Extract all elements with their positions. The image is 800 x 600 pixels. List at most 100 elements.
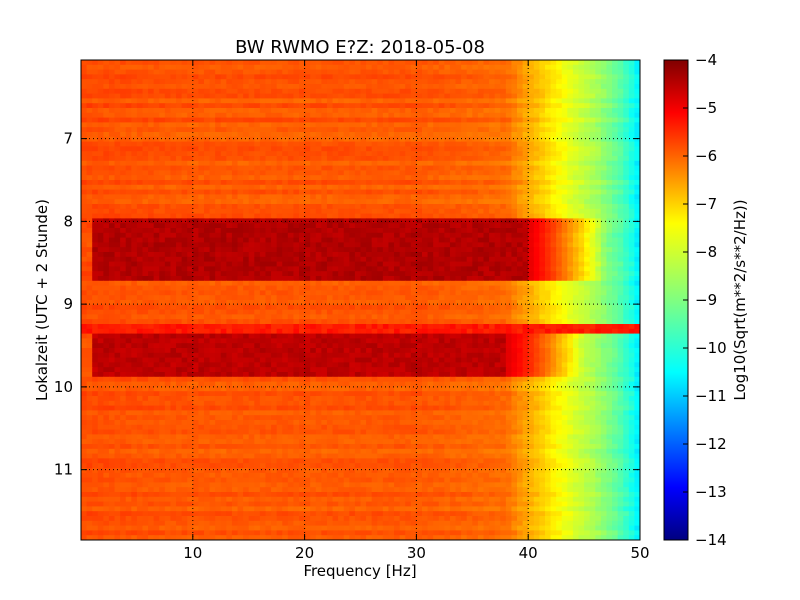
heatmap-cell xyxy=(288,276,294,281)
heatmap-cell xyxy=(422,166,428,171)
heatmap-cell xyxy=(87,108,93,113)
heatmap-cell xyxy=(215,180,221,185)
heatmap-cell xyxy=(148,190,154,195)
heatmap-cell xyxy=(422,257,428,262)
heatmap-cell xyxy=(567,204,573,209)
heatmap-cell xyxy=(204,89,210,94)
heatmap-cell xyxy=(551,199,557,204)
heatmap-cell xyxy=(344,238,350,243)
heatmap-cell xyxy=(545,214,551,219)
heatmap-cell xyxy=(305,290,311,295)
heatmap-cell xyxy=(305,276,311,281)
heatmap-cell xyxy=(321,218,327,223)
heatmap-cell xyxy=(511,238,517,243)
heatmap-cell xyxy=(333,295,339,300)
heatmap-cell xyxy=(293,271,299,276)
heatmap-cell xyxy=(388,170,394,175)
heatmap-cell xyxy=(249,271,255,276)
heatmap-cell xyxy=(528,190,534,195)
heatmap-cell xyxy=(98,74,104,79)
heatmap-cell xyxy=(517,286,523,291)
heatmap-cell xyxy=(444,70,450,75)
heatmap-cell xyxy=(472,122,478,127)
heatmap-cell xyxy=(260,238,266,243)
heatmap-cell xyxy=(377,118,383,123)
heatmap-cell xyxy=(148,214,154,219)
heatmap-cell xyxy=(142,223,148,228)
heatmap-cell xyxy=(349,295,355,300)
heatmap-cell xyxy=(601,228,607,233)
heatmap-cell xyxy=(534,214,540,219)
heatmap-cell xyxy=(618,89,624,94)
heatmap-cell xyxy=(137,151,143,156)
heatmap-cell xyxy=(115,233,121,238)
heatmap-cell xyxy=(137,103,143,108)
heatmap-cell xyxy=(573,94,579,99)
heatmap-cell xyxy=(254,252,260,257)
heatmap-cell xyxy=(606,170,612,175)
heatmap-cell xyxy=(98,175,104,180)
heatmap-cell xyxy=(584,242,590,247)
heatmap-cell xyxy=(221,137,227,142)
heatmap-cell xyxy=(511,132,517,137)
heatmap-cell xyxy=(506,151,512,156)
heatmap-cell xyxy=(450,79,456,84)
heatmap-cell xyxy=(260,70,266,75)
heatmap-cell xyxy=(444,98,450,103)
heatmap-cell xyxy=(456,170,462,175)
heatmap-cell xyxy=(288,262,294,267)
heatmap-cell xyxy=(115,199,121,204)
heatmap-cell xyxy=(142,74,148,79)
heatmap-cell xyxy=(282,89,288,94)
heatmap-cell xyxy=(439,142,445,147)
heatmap-cell xyxy=(120,127,126,132)
heatmap-cell xyxy=(321,79,327,84)
heatmap-cell xyxy=(165,127,171,132)
heatmap-cell xyxy=(500,266,506,271)
heatmap-cell xyxy=(305,175,311,180)
heatmap-cell xyxy=(182,156,188,161)
heatmap-cell xyxy=(265,190,271,195)
heatmap-cell xyxy=(517,142,523,147)
heatmap-cell xyxy=(210,190,216,195)
heatmap-cell xyxy=(623,252,629,257)
heatmap-cell xyxy=(243,74,249,79)
heatmap-cell xyxy=(439,290,445,295)
heatmap-cell xyxy=(528,156,534,161)
heatmap-cell xyxy=(405,281,411,286)
heatmap-cell xyxy=(400,127,406,132)
heatmap-cell xyxy=(92,74,98,79)
heatmap-cell xyxy=(81,113,87,118)
heatmap-cell xyxy=(159,142,165,147)
heatmap-cell xyxy=(584,94,590,99)
heatmap-cell xyxy=(612,156,618,161)
heatmap-cell xyxy=(590,257,596,262)
heatmap-cell xyxy=(461,161,467,166)
heatmap-cell xyxy=(506,108,512,113)
heatmap-cell xyxy=(472,281,478,286)
heatmap-cell xyxy=(98,108,104,113)
heatmap-cell xyxy=(148,161,154,166)
heatmap-cell xyxy=(562,127,568,132)
heatmap-cell xyxy=(478,290,484,295)
heatmap-cell xyxy=(92,180,98,185)
heatmap-cell xyxy=(165,118,171,123)
heatmap-cell xyxy=(120,161,126,166)
heatmap-cell xyxy=(87,257,93,262)
heatmap-cell xyxy=(528,252,534,257)
heatmap-cell xyxy=(400,204,406,209)
heatmap-cell xyxy=(556,295,562,300)
heatmap-cell xyxy=(366,166,372,171)
heatmap-cell xyxy=(506,276,512,281)
heatmap-cell xyxy=(618,142,624,147)
heatmap-cell xyxy=(456,108,462,113)
heatmap-cell xyxy=(528,60,534,65)
heatmap-cell xyxy=(215,98,221,103)
heatmap-cell xyxy=(243,84,249,89)
heatmap-cell xyxy=(534,266,540,271)
heatmap-cell xyxy=(483,122,489,127)
heatmap-cell xyxy=(210,98,216,103)
heatmap-cell xyxy=(623,262,629,267)
heatmap-cell xyxy=(579,60,585,65)
heatmap-cell xyxy=(243,209,249,214)
